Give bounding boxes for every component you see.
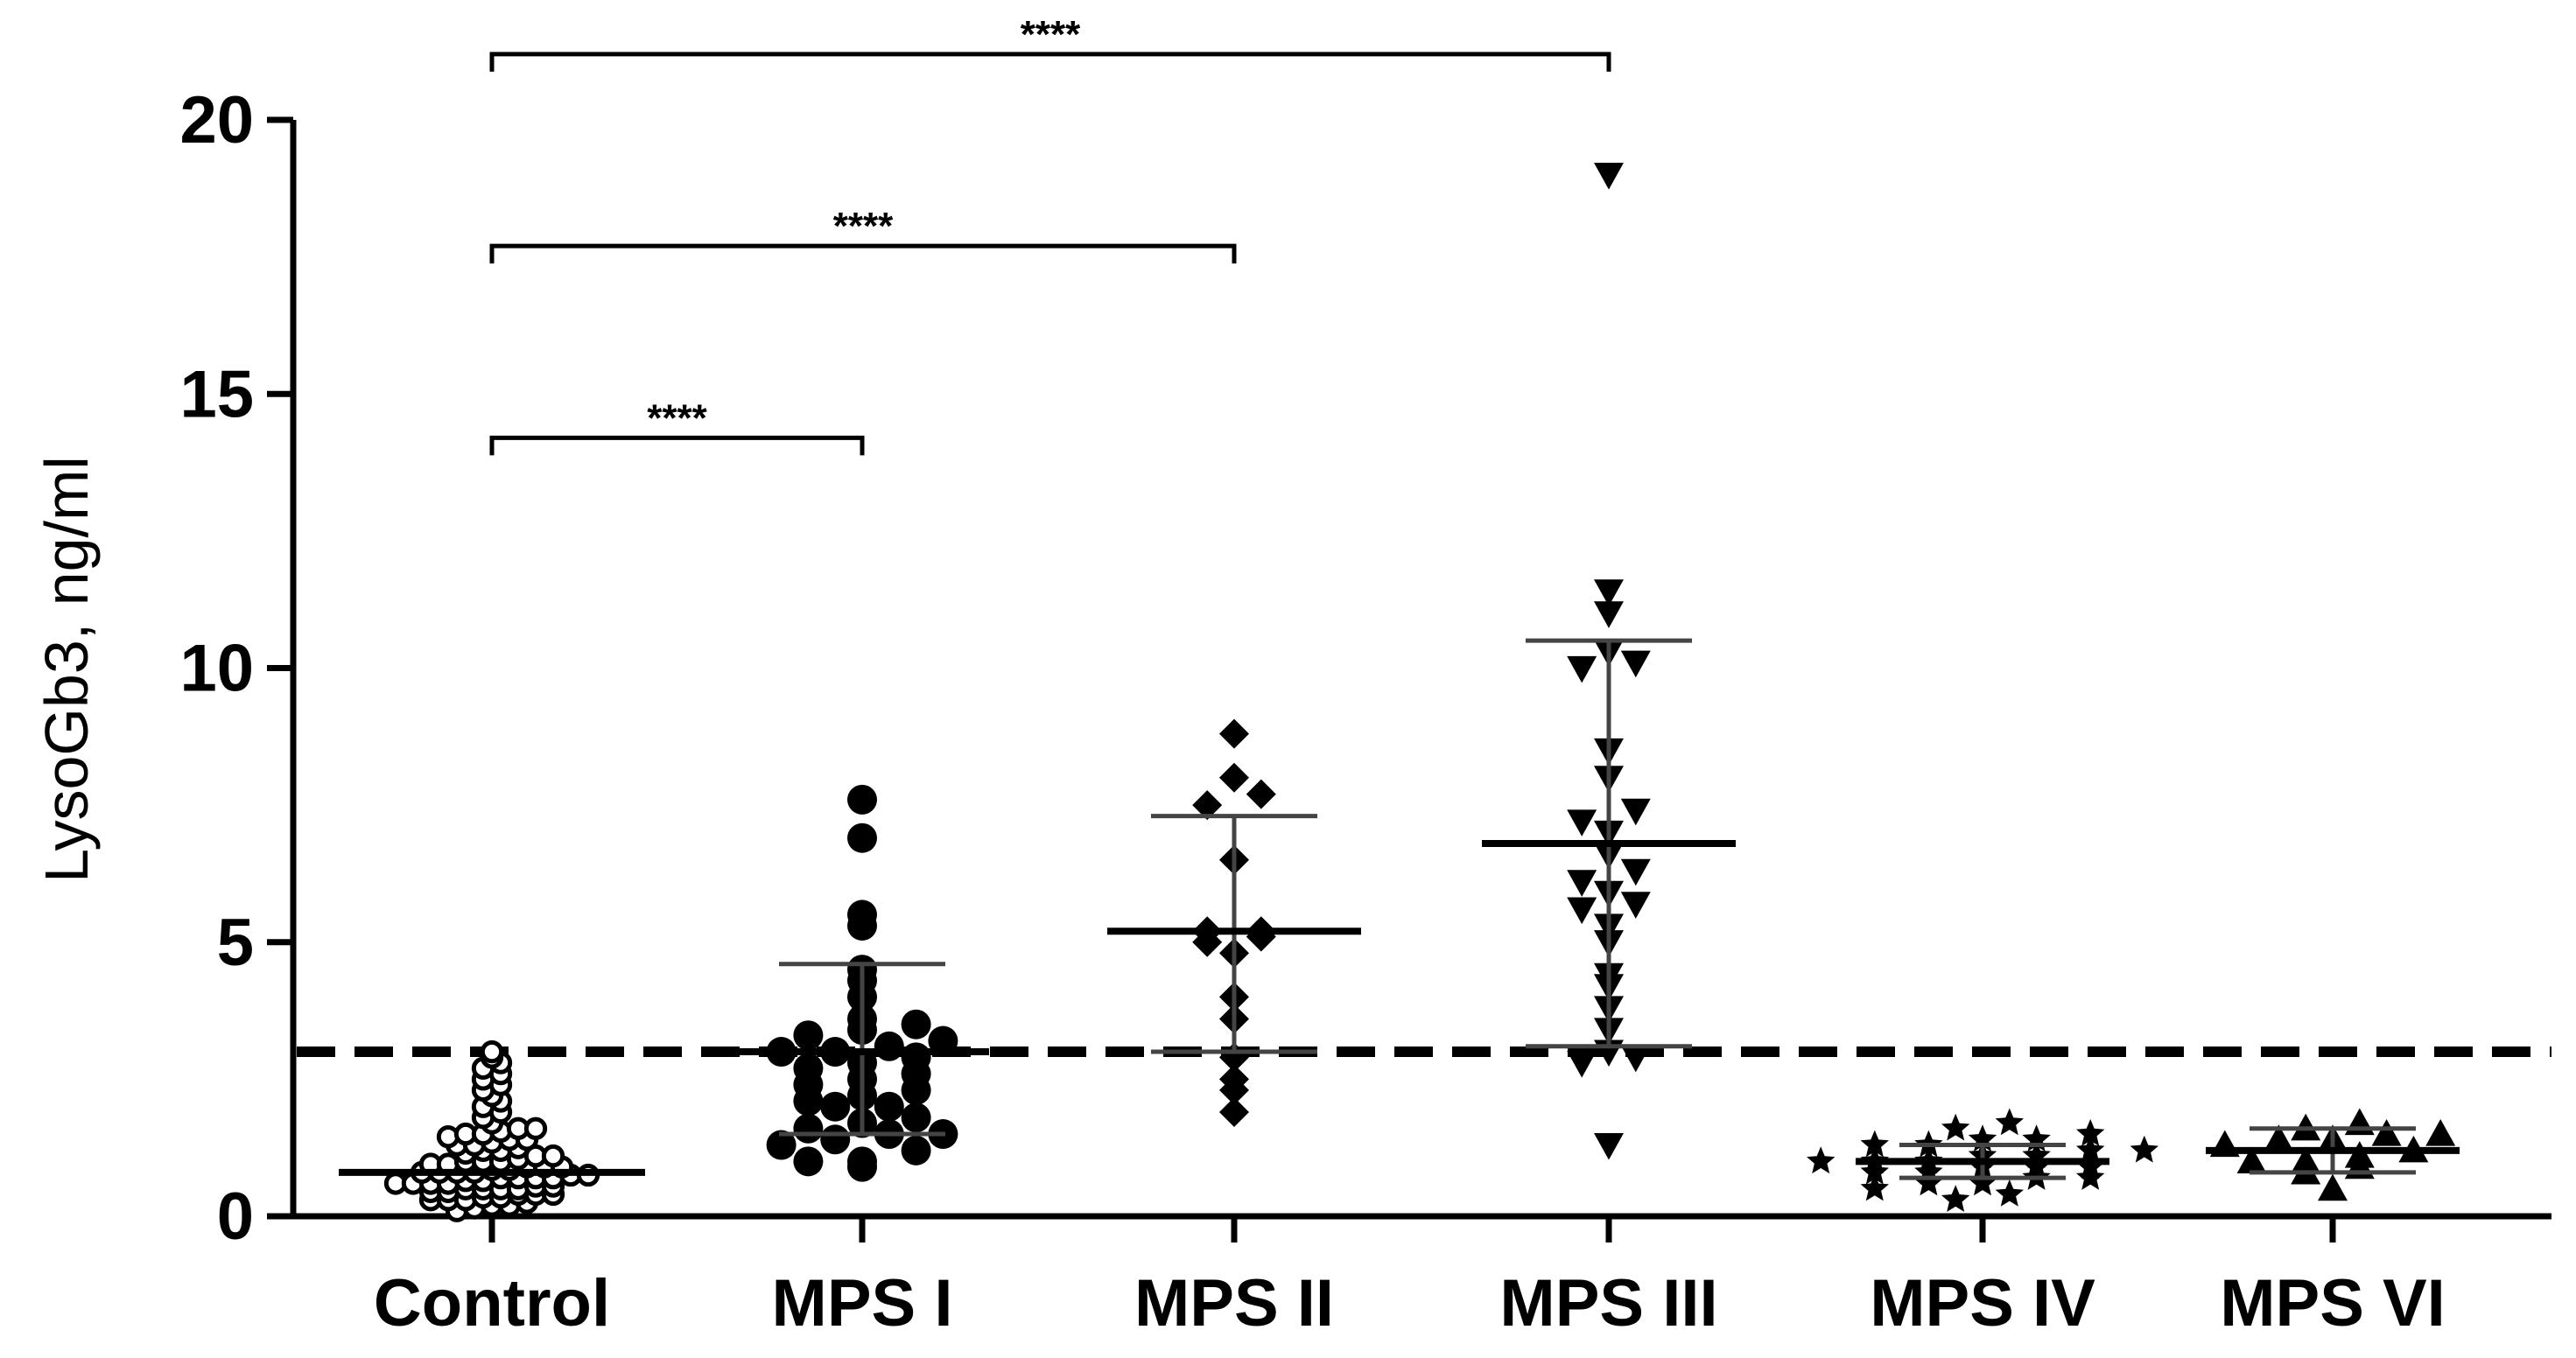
data-point — [793, 1113, 824, 1144]
significance-label: **** — [647, 396, 707, 439]
data-point — [1968, 1168, 1997, 1196]
data-point — [901, 1009, 931, 1040]
series-control — [383, 1040, 600, 1222]
data-point — [874, 1091, 904, 1122]
data-points — [383, 163, 2456, 1222]
significance-brackets: **** **** **** — [489, 13, 1611, 456]
y-tick-label: 5 — [217, 906, 254, 980]
data-point — [2022, 1152, 2051, 1180]
data-point — [1620, 892, 1651, 919]
data-point — [2291, 1146, 2321, 1173]
data-point — [901, 1102, 931, 1133]
data-point — [2318, 1173, 2348, 1201]
significance-label: **** — [1021, 13, 1081, 56]
data-point — [1620, 1045, 1651, 1073]
data-point — [1941, 1113, 1970, 1141]
significance-bracket — [489, 52, 1611, 72]
data-point — [1914, 1168, 1943, 1196]
y-tick-label: 20 — [179, 83, 254, 158]
series-mps-ii — [1192, 718, 1276, 1127]
data-point — [1807, 1146, 1835, 1174]
data-point — [1567, 897, 1597, 925]
summary-bars — [339, 638, 2460, 1180]
y-tick-label: 0 — [217, 1180, 254, 1254]
data-point — [1620, 858, 1651, 886]
significance-label: **** — [833, 205, 894, 248]
data-point — [793, 1146, 824, 1177]
data-point — [1567, 655, 1597, 683]
data-point — [1594, 1132, 1624, 1160]
y-axis-title: LysoGb3, ng/ml — [32, 456, 101, 883]
x-tick-label: MPS II — [1134, 1266, 1334, 1340]
data-point — [847, 1146, 877, 1177]
data-point — [847, 822, 877, 853]
data-point — [2076, 1163, 2105, 1190]
data-point — [2344, 1108, 2375, 1136]
data-point — [1567, 1050, 1597, 1078]
y-tick-label: 10 — [179, 632, 254, 706]
data-point — [793, 1053, 824, 1083]
data-point — [901, 1135, 931, 1166]
data-point — [1860, 1157, 1889, 1185]
data-point — [928, 1026, 958, 1056]
data-point — [847, 900, 877, 930]
data-point — [874, 1031, 904, 1061]
data-point — [2076, 1135, 2105, 1163]
data-point — [1219, 718, 1249, 749]
data-point — [1219, 1064, 1249, 1095]
data-point — [2371, 1119, 2402, 1146]
x-tick-label: MPS I — [772, 1266, 953, 1340]
data-point — [2236, 1146, 2267, 1173]
data-point — [2344, 1141, 2375, 1168]
data-point — [847, 784, 877, 815]
data-point — [820, 1091, 851, 1122]
data-point — [1941, 1185, 1970, 1212]
data-point — [2264, 1124, 2294, 1152]
x-tick-label: MPS IV — [1870, 1266, 2095, 1340]
data-point — [1192, 790, 1223, 821]
data-point — [480, 1040, 504, 1064]
data-point — [1246, 779, 1276, 809]
data-point — [2130, 1135, 2158, 1163]
data-point — [1860, 1173, 1889, 1201]
x-tick-label: MPS VI — [2220, 1266, 2446, 1340]
data-point — [1567, 870, 1597, 897]
data-point — [793, 1020, 824, 1051]
data-point — [901, 1042, 931, 1073]
data-point — [766, 1130, 797, 1160]
data-point — [523, 1116, 548, 1140]
significance-bracket — [489, 435, 865, 456]
data-point — [1860, 1130, 1889, 1158]
significance-bracket — [489, 243, 1237, 264]
data-point — [541, 1144, 565, 1168]
data-point — [1995, 1108, 2024, 1136]
data-point — [2425, 1119, 2456, 1146]
data-point — [1594, 163, 1624, 190]
data-point — [2076, 1152, 2105, 1180]
data-point — [1219, 762, 1249, 793]
data-point — [1620, 650, 1651, 678]
x-tick-label: MPS III — [1499, 1266, 1717, 1340]
data-point — [1594, 601, 1624, 628]
y-tick-label: 15 — [179, 357, 254, 431]
data-point — [820, 1124, 851, 1155]
axes: 0 5 10 15 20 Control MPS I MPS II MPS III MPS IV M… — [179, 83, 2551, 1340]
data-point — [1219, 1096, 1249, 1127]
data-point — [1995, 1179, 2024, 1207]
x-tick-label: Control — [374, 1266, 610, 1340]
data-point — [2076, 1119, 2105, 1146]
data-point — [1567, 809, 1597, 836]
data-point — [1594, 579, 1624, 606]
data-point — [1620, 798, 1651, 826]
